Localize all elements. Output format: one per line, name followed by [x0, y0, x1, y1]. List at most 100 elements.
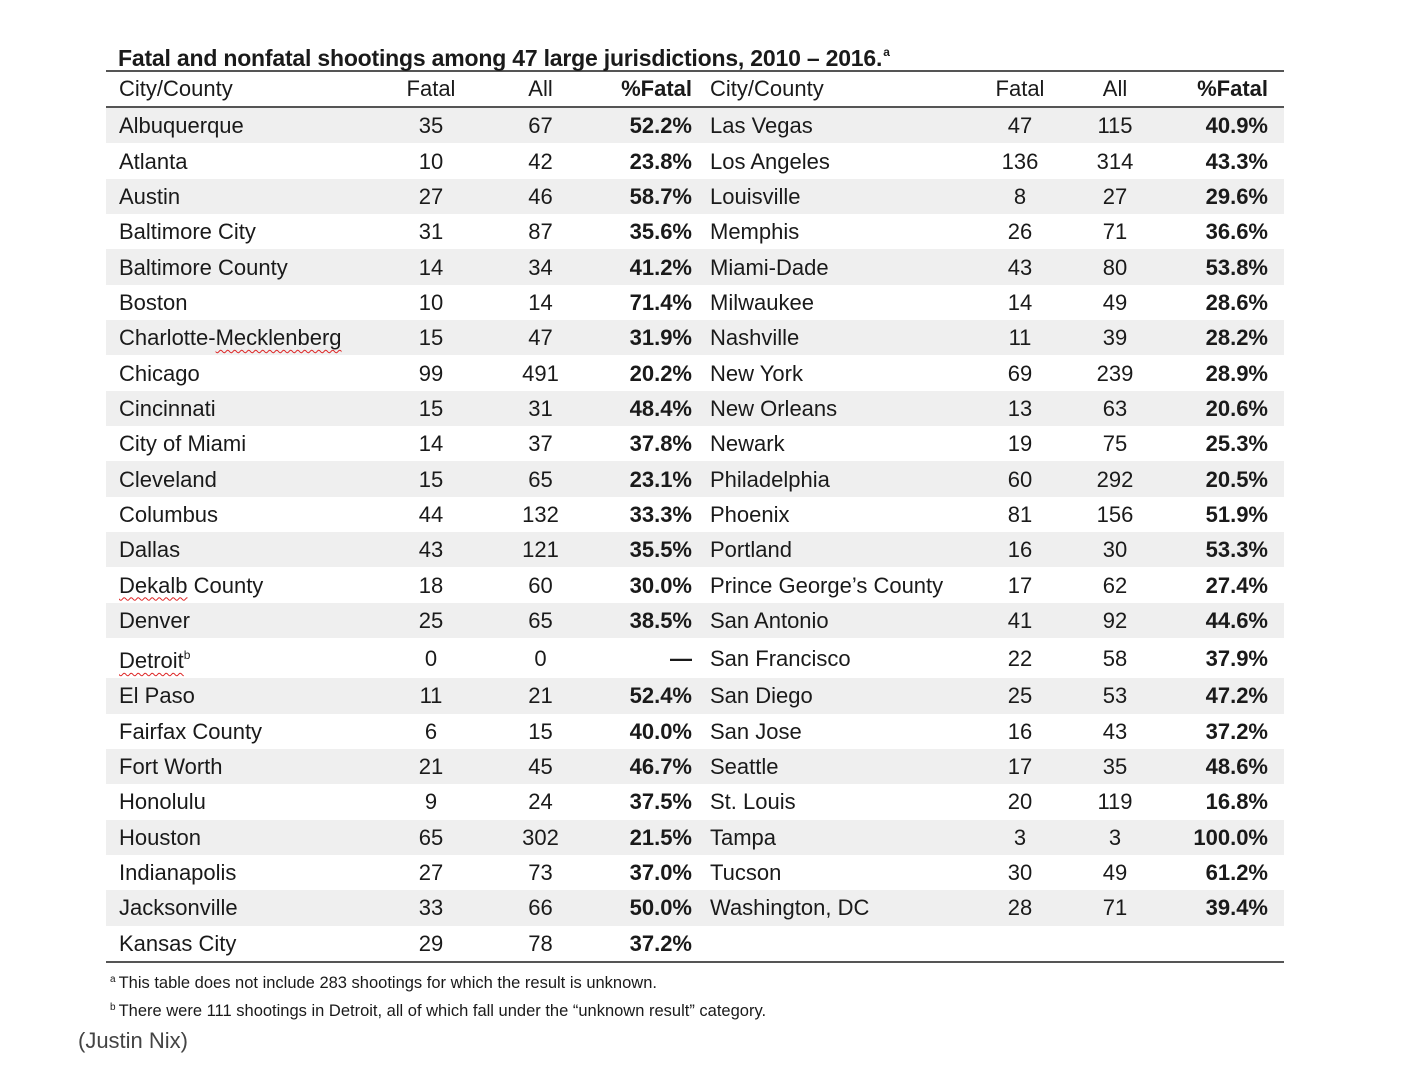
- pct-fatal-cell: 23.8%: [629, 148, 692, 174]
- pct-fatal-cell: 52.2%: [629, 113, 692, 139]
- shootings-table: City/County Fatal All %Fatal City/County Fata…: [106, 70, 1284, 963]
- pct-fatal-cell: 37.2%: [629, 930, 692, 956]
- all-count-cell: 78: [528, 930, 553, 956]
- table-row: Detroitb 0 0 — San Francisco 22 58 37.9%: [106, 638, 1284, 678]
- all-count-cell: 71: [1102, 219, 1128, 245]
- all-count-cell: 65: [528, 466, 553, 492]
- city-name-cell: Chicago: [119, 360, 200, 386]
- table-row: Kansas City 29 78 37.2%: [106, 926, 1284, 962]
- table-row: Denver 25 65 38.5% San Antonio 41 92 44.6%: [106, 602, 1284, 639]
- city-name-cell: Milwaukee: [710, 289, 814, 315]
- all-count-cell: 43: [1102, 718, 1128, 744]
- city-name-cell: Philadelphia: [710, 466, 830, 492]
- pct-fatal-cell: 20.5%: [1205, 466, 1268, 492]
- pct-fatal-cell: 37.2%: [1205, 718, 1268, 744]
- pct-fatal-cell: 53.3%: [1205, 537, 1268, 563]
- fatal-count-cell: 3: [1013, 824, 1027, 850]
- pct-fatal-cell: 30.0%: [629, 572, 692, 598]
- fatal-count-cell: 26: [1007, 219, 1033, 245]
- city-name-cell: Dekalb County: [119, 572, 264, 598]
- all-count-cell: 132: [522, 501, 559, 527]
- fatal-count-cell: 10: [418, 148, 444, 174]
- header-pct-fatal-right: %Fatal: [1197, 76, 1268, 101]
- fatal-count-cell: 16: [1007, 537, 1033, 563]
- all-count-cell: 49: [1102, 289, 1128, 315]
- header-city-county-right: City/County: [710, 76, 824, 101]
- table-row: Albuquerque 35 67 52.2% Las Vegas 47 115 40.9%: [106, 107, 1284, 144]
- fatal-count-cell: 28: [1007, 895, 1033, 921]
- header-all-right: All: [1102, 76, 1128, 101]
- fatal-count-cell: [958, 926, 1082, 962]
- pct-fatal-cell: 51.9%: [1205, 501, 1268, 527]
- fatal-count-cell: 21: [418, 754, 444, 780]
- pct-fatal-cell: 48.4%: [629, 395, 692, 421]
- fatal-count-cell: 8: [1013, 183, 1027, 209]
- fatal-count-cell: 10: [418, 289, 444, 315]
- fatal-count-cell: 15: [418, 466, 444, 492]
- fatal-count-cell: 19: [1007, 431, 1033, 457]
- all-count-cell: 60: [528, 572, 553, 598]
- city-name-cell: New Orleans: [710, 395, 838, 421]
- table-row: El Paso 11 21 52.4% San Diego 25 53 47.2%: [106, 678, 1284, 714]
- all-count-cell: 115: [1097, 113, 1133, 139]
- city-name-cell: San Diego: [710, 683, 813, 709]
- all-count-cell: 37: [528, 431, 553, 457]
- fatal-count-cell: 44: [418, 501, 444, 527]
- pct-fatal-cell: 37.0%: [629, 860, 692, 886]
- pct-fatal-cell: 47.2%: [1205, 683, 1268, 709]
- all-count-cell: 30: [1102, 537, 1128, 563]
- city-name-cell: New York: [710, 360, 803, 386]
- fatal-count-cell: 9: [424, 789, 438, 815]
- table-notes: a This table does not include 283 shootin…: [106, 966, 1284, 1022]
- city-name-cell: Fairfax County: [119, 718, 263, 744]
- all-count-cell: 42: [528, 148, 553, 174]
- pct-fatal-cell: 40.0%: [629, 718, 692, 744]
- pct-fatal-cell: 58.7%: [629, 183, 692, 209]
- pct-fatal-cell: 100.0%: [1193, 824, 1268, 850]
- city-name-cell: Dallas: [119, 537, 181, 563]
- city-name-cell: Portland: [710, 537, 792, 563]
- fatal-count-cell: 31: [418, 219, 444, 245]
- fatal-count-cell: 27: [418, 183, 444, 209]
- table-row: Dallas 43 121 35.5% Portland 16 30 53.3%: [106, 532, 1284, 568]
- all-count-cell: 302: [522, 824, 559, 850]
- spellcheck-underline: Detroit: [119, 648, 184, 674]
- header-pct-fatal-left: %Fatal: [621, 76, 692, 101]
- pct-fatal-cell: 46.7%: [629, 754, 692, 780]
- table-row: Fort Worth 21 45 46.7% Seattle 17 35 48.6%: [106, 748, 1284, 785]
- city-name-cell: Houston: [119, 824, 201, 850]
- pct-fatal-cell: 37.9%: [1205, 645, 1268, 671]
- all-count-cell: 119: [1097, 789, 1133, 815]
- fatal-count-cell: 35: [418, 113, 444, 139]
- fatal-count-cell: 136: [1001, 148, 1039, 174]
- table-title: Fatal and nonfatal shootings among 47 la…: [106, 34, 1284, 71]
- fatal-count-cell: 25: [1007, 683, 1033, 709]
- all-count-cell: 47: [528, 325, 553, 351]
- city-name-cell: El Paso: [119, 683, 195, 709]
- header-fatal-right: Fatal: [995, 76, 1045, 101]
- table-row: Cincinnati 15 31 48.4% New Orleans 13 63 20.6%: [106, 390, 1284, 427]
- city-name-cell: Cincinnati: [119, 395, 216, 421]
- fatal-count-cell: 16: [1007, 718, 1033, 744]
- city-name-cell: Austin: [119, 183, 181, 209]
- table-row: Baltimore City 31 87 35.6% Memphis 26 71 36.6%: [106, 214, 1284, 249]
- all-count-cell: 314: [1096, 148, 1134, 174]
- city-name-cell: Detroitb: [106, 638, 374, 678]
- fatal-count-cell: 15: [418, 325, 444, 351]
- spellcheck-underline: Dekalb: [119, 572, 188, 598]
- all-count-cell: 14: [528, 289, 553, 315]
- shootings-table-figure: Fatal and nonfatal shootings among 47 la…: [106, 34, 1284, 1022]
- pct-fatal-cell: 35.6%: [629, 219, 692, 245]
- city-name-cell: Louisville: [710, 183, 801, 209]
- table-title-text: Fatal and nonfatal shootings among 47 la…: [118, 45, 883, 71]
- city-name-cell: Charlotte-Mecklenberg: [119, 325, 342, 351]
- fatal-count-cell: 18: [418, 572, 444, 598]
- pct-fatal-cell: 52.4%: [629, 683, 692, 709]
- all-count-cell: 121: [522, 537, 559, 563]
- pct-fatal-cell: 20.2%: [629, 360, 692, 386]
- pct-fatal-cell: 36.6%: [1205, 219, 1268, 245]
- all-count-cell: [1082, 926, 1148, 962]
- all-count-cell: 0: [534, 645, 547, 671]
- pct-fatal-cell: 16.8%: [1205, 789, 1268, 815]
- pct-fatal-cell: 20.6%: [1205, 395, 1268, 421]
